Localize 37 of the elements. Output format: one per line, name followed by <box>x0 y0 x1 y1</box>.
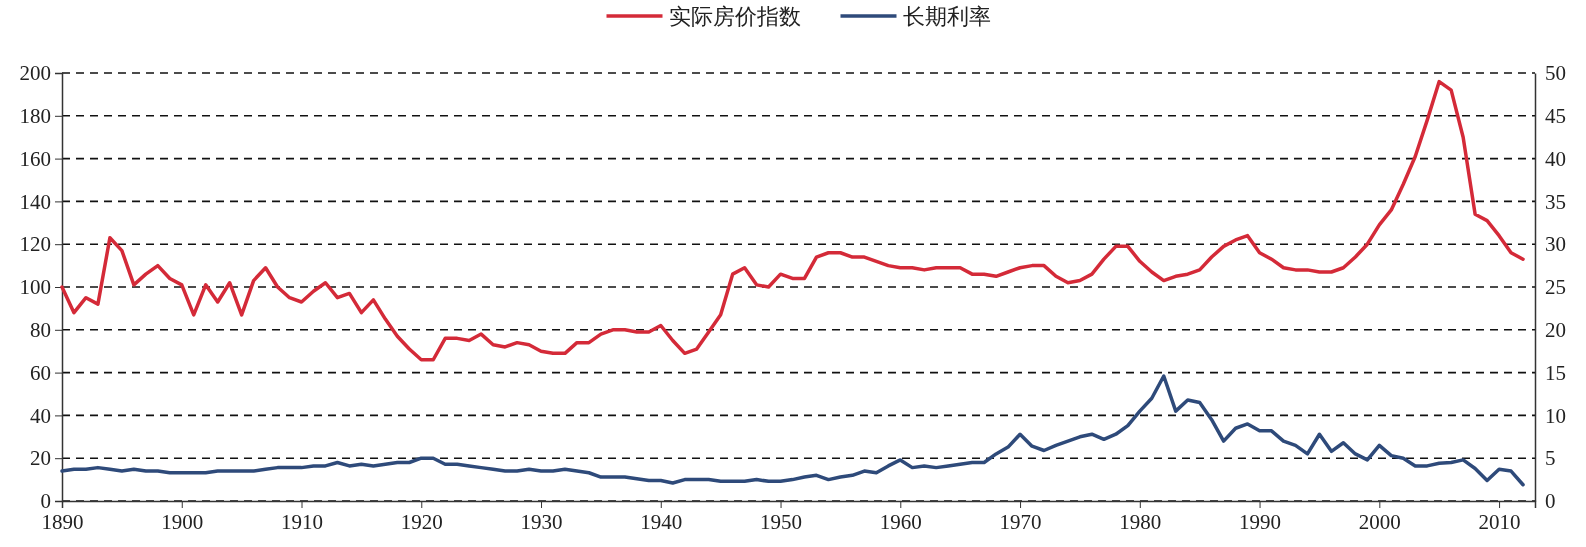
y-tick-label: 120 <box>19 232 51 257</box>
x-tick-label: 1970 <box>999 509 1042 534</box>
y2-tick-label: 25 <box>1545 275 1566 300</box>
line-series <box>60 374 1525 487</box>
x-tick-label: 1910 <box>281 509 324 534</box>
y-tick-label: 20 <box>30 446 51 471</box>
x-tick-label: 1900 <box>161 509 204 534</box>
x-tick-label: 1930 <box>520 509 563 534</box>
x-tick-label: 1990 <box>1239 509 1282 534</box>
x-tick-label: 1940 <box>640 509 683 534</box>
y-tick-label: 180 <box>19 104 51 129</box>
x-tick-label: 1980 <box>1119 509 1162 534</box>
y2-tick-label: 10 <box>1545 403 1566 428</box>
y2-tick-label: 50 <box>1545 61 1566 86</box>
y-tick-label: 100 <box>19 275 51 300</box>
y2-tick-label: 20 <box>1545 318 1566 343</box>
y2-tick-label: 5 <box>1545 446 1556 471</box>
y2-tick-label: 30 <box>1545 232 1566 257</box>
y2-tick-label: 45 <box>1545 104 1566 129</box>
y-tick-label: 60 <box>30 360 51 385</box>
y2-tick-label: 0 <box>1545 489 1556 514</box>
y-tick-label: 160 <box>19 146 51 171</box>
y-tick-label: 40 <box>30 403 51 428</box>
y2-tick-label: 35 <box>1545 189 1566 214</box>
x-tick-label: 1950 <box>760 509 803 534</box>
legend-label: 长期利率 <box>902 4 991 29</box>
y-tick-label: 200 <box>19 61 51 86</box>
x-tick-label: 1960 <box>879 509 922 534</box>
y2-tick-label: 15 <box>1545 360 1566 385</box>
x-tick-label: 2000 <box>1358 509 1401 534</box>
y2-tick-label: 40 <box>1545 146 1566 171</box>
y-tick-label: 80 <box>30 318 51 343</box>
line-series <box>60 79 1525 362</box>
legend-label: 实际房价指数 <box>668 4 801 29</box>
y-tick-label: 140 <box>19 189 51 214</box>
x-tick-label: 1920 <box>400 509 443 534</box>
x-tick-label: 2010 <box>1478 509 1521 534</box>
